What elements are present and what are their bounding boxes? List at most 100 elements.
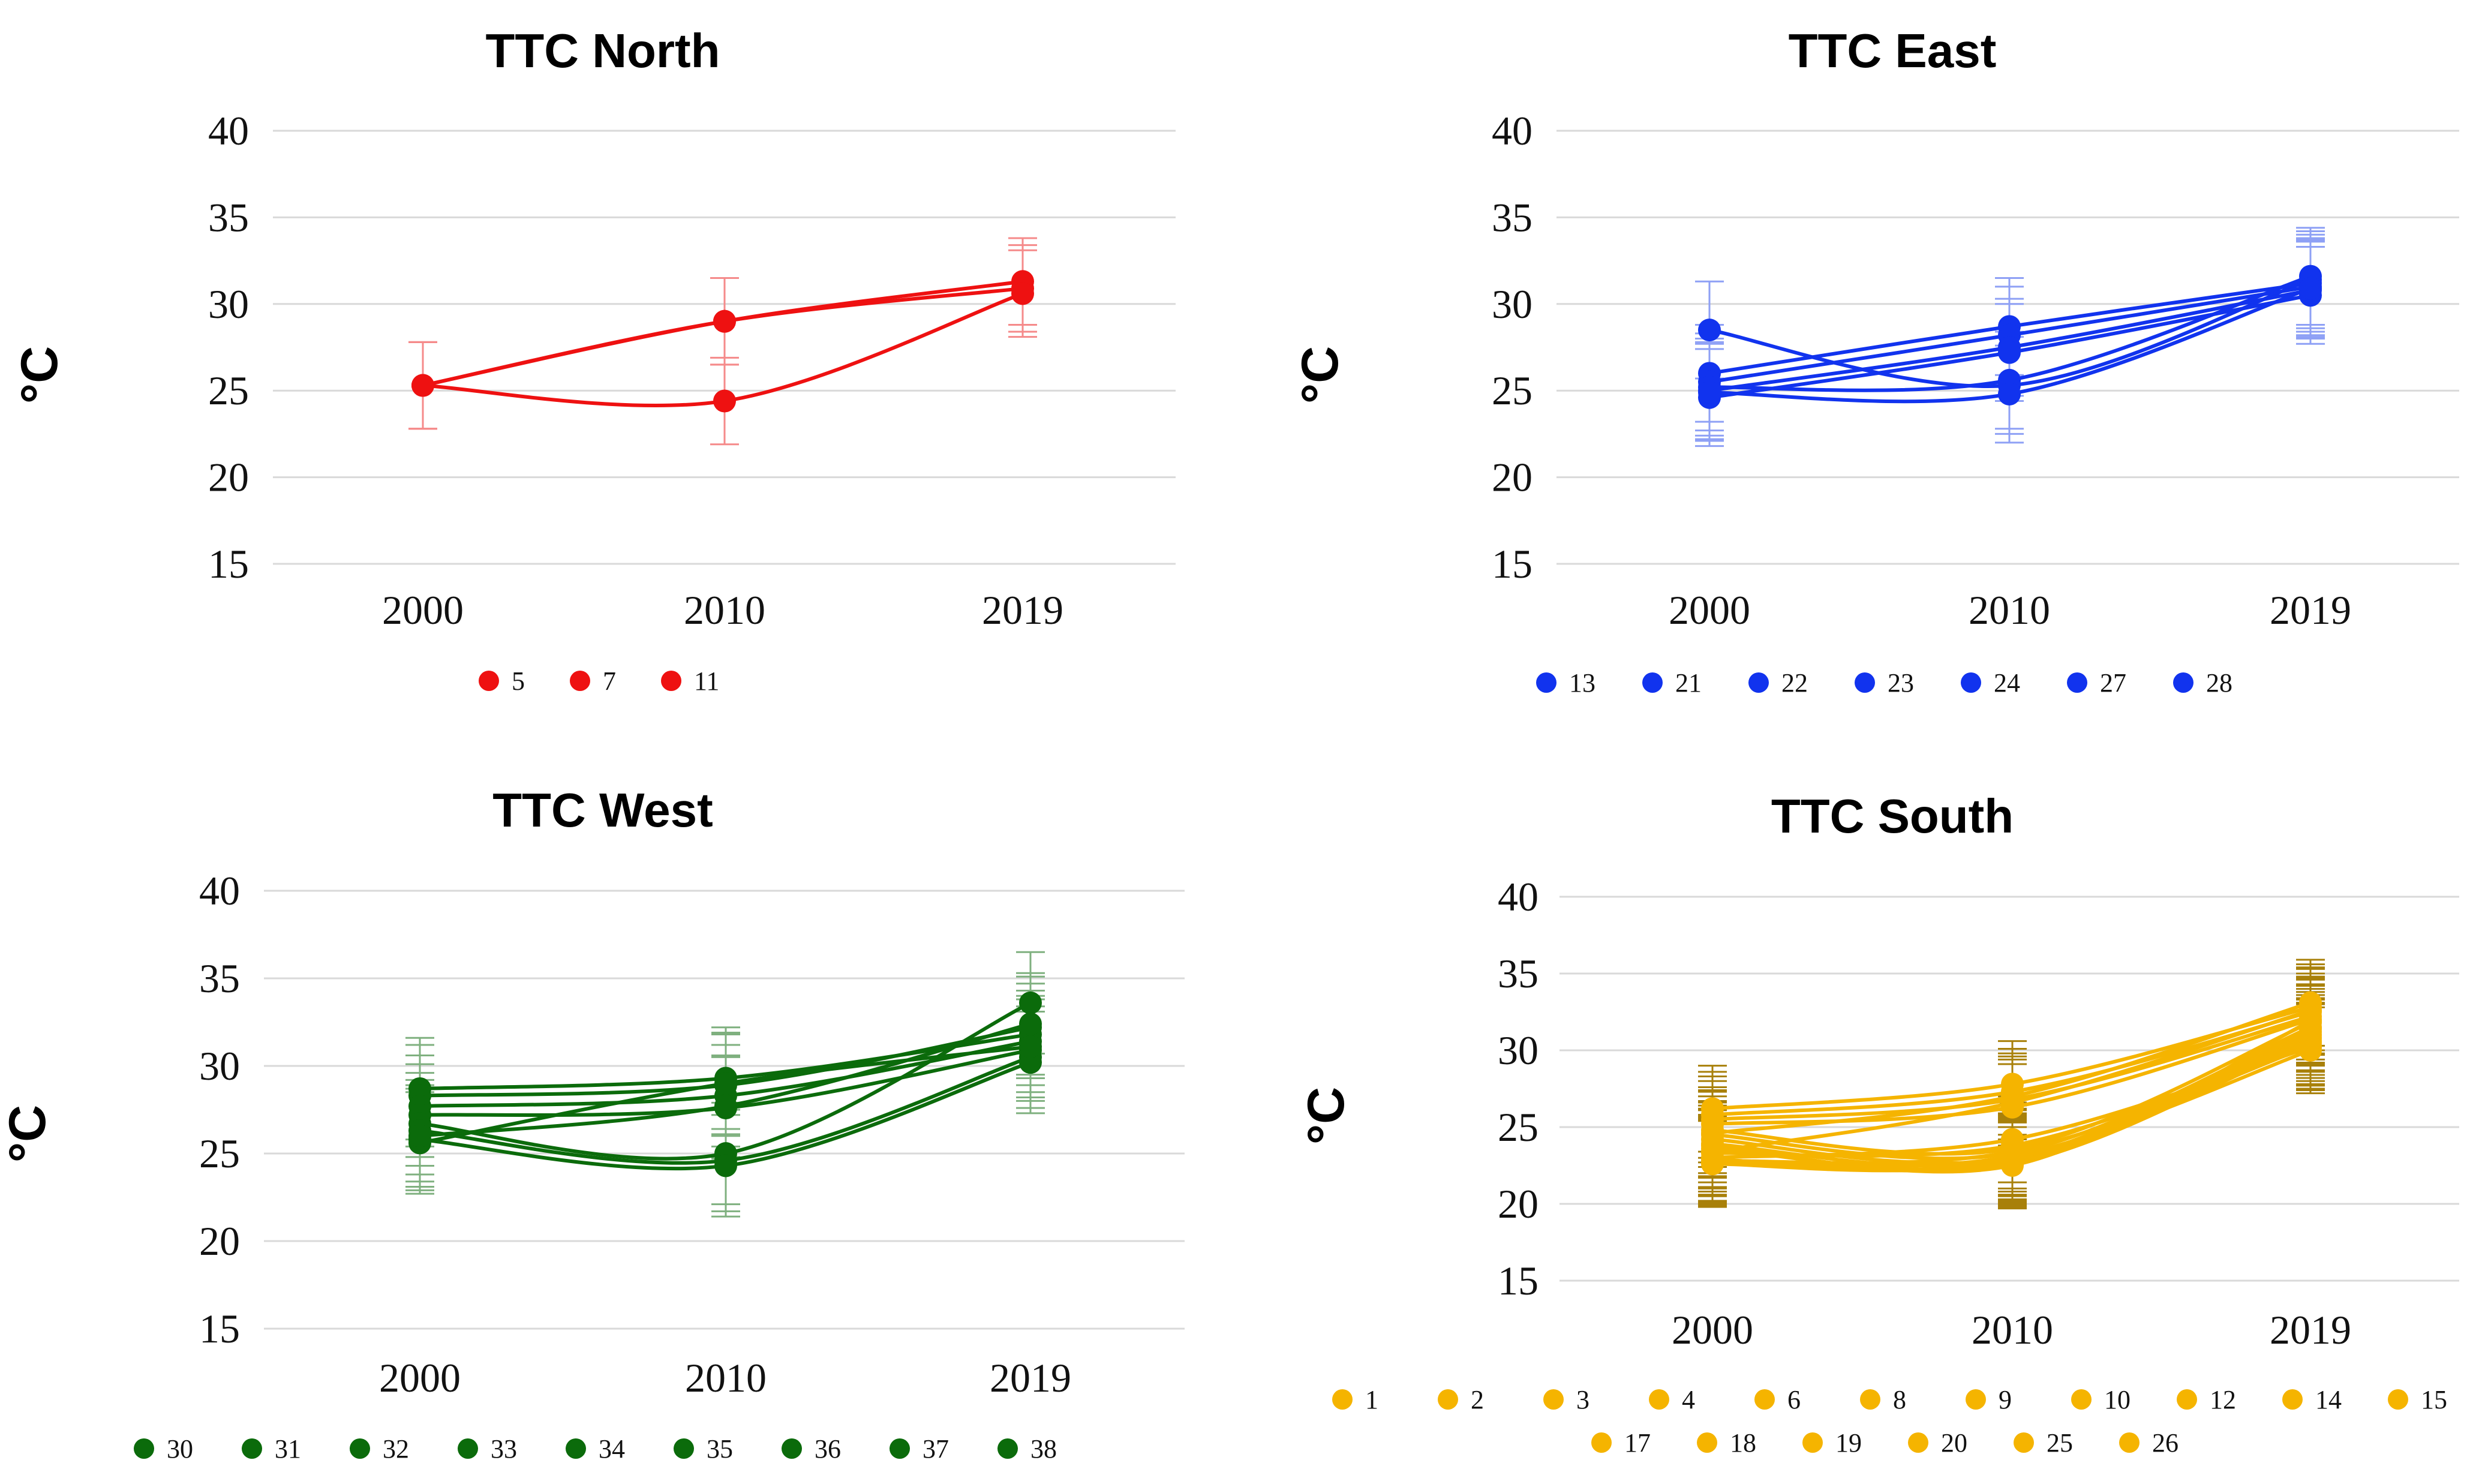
legend-label-23: 23 bbox=[1888, 668, 1914, 698]
legend-marker-21 bbox=[1642, 672, 1663, 693]
x-tick-label: 2019 bbox=[2270, 1307, 2351, 1353]
legend: 12346891012141516171819202526 bbox=[1332, 1385, 2447, 1458]
legend-marker-35 bbox=[674, 1438, 694, 1459]
legend-label-25: 25 bbox=[2047, 1428, 2073, 1458]
legend-label-5: 5 bbox=[512, 666, 525, 696]
legend-label-20: 20 bbox=[1941, 1428, 1967, 1458]
data-point-28 bbox=[1998, 382, 2021, 405]
x-tick-label: 2010 bbox=[1969, 587, 2050, 633]
legend-label-12: 12 bbox=[2210, 1385, 2236, 1414]
x-tick-label: 2010 bbox=[1972, 1307, 2053, 1353]
legend-marker-27 bbox=[2067, 672, 2087, 693]
y-tick-label: 30 bbox=[199, 1043, 240, 1089]
legend-label-18: 18 bbox=[1730, 1428, 1756, 1458]
y-tick-label: 25 bbox=[1498, 1104, 1539, 1150]
y-tick-label: 15 bbox=[208, 541, 249, 587]
data-point-24 bbox=[1998, 341, 2021, 364]
legend-marker-13 bbox=[1536, 672, 1556, 693]
y-tick-label: 40 bbox=[208, 108, 249, 154]
y-tick-label: 25 bbox=[199, 1131, 240, 1176]
legend-marker-19 bbox=[1802, 1432, 1823, 1453]
x-tick-label: 2000 bbox=[1669, 587, 1750, 633]
legend-label-10: 10 bbox=[2104, 1385, 2131, 1414]
legend-marker-22 bbox=[1748, 672, 1769, 693]
data-point-28 bbox=[2299, 277, 2322, 300]
legend-label-37: 37 bbox=[923, 1434, 949, 1464]
data-point-26 bbox=[2001, 1140, 2024, 1163]
legend-label-22: 22 bbox=[1781, 668, 1808, 698]
y-tick-label: 15 bbox=[199, 1306, 240, 1351]
chart-title: TTC North bbox=[485, 24, 720, 77]
legend-marker-37 bbox=[890, 1438, 910, 1459]
y-tick-label: 40 bbox=[1492, 108, 1533, 154]
y-axis-label: °C bbox=[1297, 1087, 1355, 1145]
chart-panel-ttc-west: TTC West °C 15 20 25 30 35 40 2000 2010 2019 30 31 32… bbox=[0, 783, 1185, 1464]
x-tick-label: 2019 bbox=[982, 587, 1063, 633]
legend-label-17: 17 bbox=[1624, 1428, 1651, 1458]
data-point-20 bbox=[2299, 991, 2322, 1014]
legend-label-32: 32 bbox=[383, 1434, 409, 1464]
legend-label-35: 35 bbox=[707, 1434, 733, 1464]
legend-label-9: 9 bbox=[1999, 1385, 2012, 1414]
y-tick-label: 35 bbox=[1492, 194, 1533, 240]
x-tick-label: 2010 bbox=[684, 587, 765, 633]
y-axis-label: °C bbox=[0, 1105, 56, 1163]
legend-label-4: 4 bbox=[1682, 1385, 1695, 1414]
chart-panel-ttc-east: TTC East °C 15 20 25 30 35 40 2000 2010 2019 13 21 22… bbox=[1291, 24, 2459, 698]
data-point-20 bbox=[2001, 1085, 2024, 1108]
legend-marker-4 bbox=[1649, 1389, 1669, 1410]
legend-marker-10 bbox=[2071, 1389, 2092, 1410]
legend-marker-9 bbox=[1966, 1389, 1986, 1410]
chart-title: TTC East bbox=[1789, 24, 1997, 77]
legend-marker-7 bbox=[570, 671, 590, 691]
legend-marker-15 bbox=[2388, 1389, 2408, 1410]
legend-marker-17 bbox=[1591, 1432, 1612, 1453]
legend-label-36: 36 bbox=[815, 1434, 841, 1464]
legend-marker-32 bbox=[350, 1438, 370, 1459]
chart-panel-ttc-north: TTC North °C 15 20 25 30 35 40 2000 2010 2019 5 7 11 bbox=[11, 24, 1176, 696]
legend-marker-24 bbox=[1961, 672, 1981, 693]
y-tick-label: 15 bbox=[1498, 1258, 1539, 1303]
legend-marker-14 bbox=[2282, 1389, 2303, 1410]
legend-marker-1 bbox=[1332, 1389, 1353, 1410]
legend-label-8: 8 bbox=[1893, 1385, 1906, 1414]
data-point-11 bbox=[411, 374, 434, 397]
legend-marker-26 bbox=[2119, 1432, 2140, 1453]
legend-label-31: 31 bbox=[275, 1434, 301, 1464]
data-point-38 bbox=[408, 1124, 431, 1147]
y-tick-label: 20 bbox=[208, 455, 249, 500]
chart-title: TTC West bbox=[492, 783, 713, 837]
data-point-36 bbox=[714, 1154, 737, 1177]
data-point-13 bbox=[1698, 319, 1721, 342]
y-tick-label: 35 bbox=[208, 194, 249, 240]
data-point-37 bbox=[1019, 1035, 1042, 1058]
legend-marker-33 bbox=[458, 1438, 478, 1459]
legend-marker-36 bbox=[782, 1438, 802, 1459]
legend-marker-28 bbox=[2173, 672, 2193, 693]
legend-label-30: 30 bbox=[167, 1434, 193, 1464]
data-point-28 bbox=[1698, 381, 1721, 404]
y-tick-label: 25 bbox=[1492, 368, 1533, 413]
data-point-38 bbox=[714, 1095, 737, 1118]
legend-label-13: 13 bbox=[1569, 668, 1595, 698]
legend-marker-30 bbox=[134, 1438, 154, 1459]
data-point-11 bbox=[1011, 282, 1034, 305]
legend-label-27: 27 bbox=[2100, 668, 2126, 698]
y-tick-label: 25 bbox=[208, 368, 249, 413]
legend-marker-20 bbox=[1908, 1432, 1928, 1453]
y-tick-label: 15 bbox=[1492, 541, 1533, 587]
x-tick-label: 2010 bbox=[685, 1355, 767, 1401]
legend-marker-5 bbox=[479, 671, 499, 691]
y-axis-label: °C bbox=[1291, 346, 1349, 404]
data-point-38 bbox=[1019, 1012, 1042, 1035]
legend-label-28: 28 bbox=[2206, 668, 2232, 698]
y-tick-label: 20 bbox=[1492, 455, 1533, 500]
legend: 30 31 32 33 34 35 36 37 38 bbox=[134, 1434, 1057, 1464]
legend-marker-2 bbox=[1438, 1389, 1458, 1410]
legend-marker-8 bbox=[1860, 1389, 1880, 1410]
legend: 13 21 22 23 24 27 28 bbox=[1536, 668, 2232, 698]
data-point-34 bbox=[1019, 991, 1042, 1014]
legend-label-24: 24 bbox=[1994, 668, 2020, 698]
x-tick-label: 2000 bbox=[382, 587, 464, 633]
